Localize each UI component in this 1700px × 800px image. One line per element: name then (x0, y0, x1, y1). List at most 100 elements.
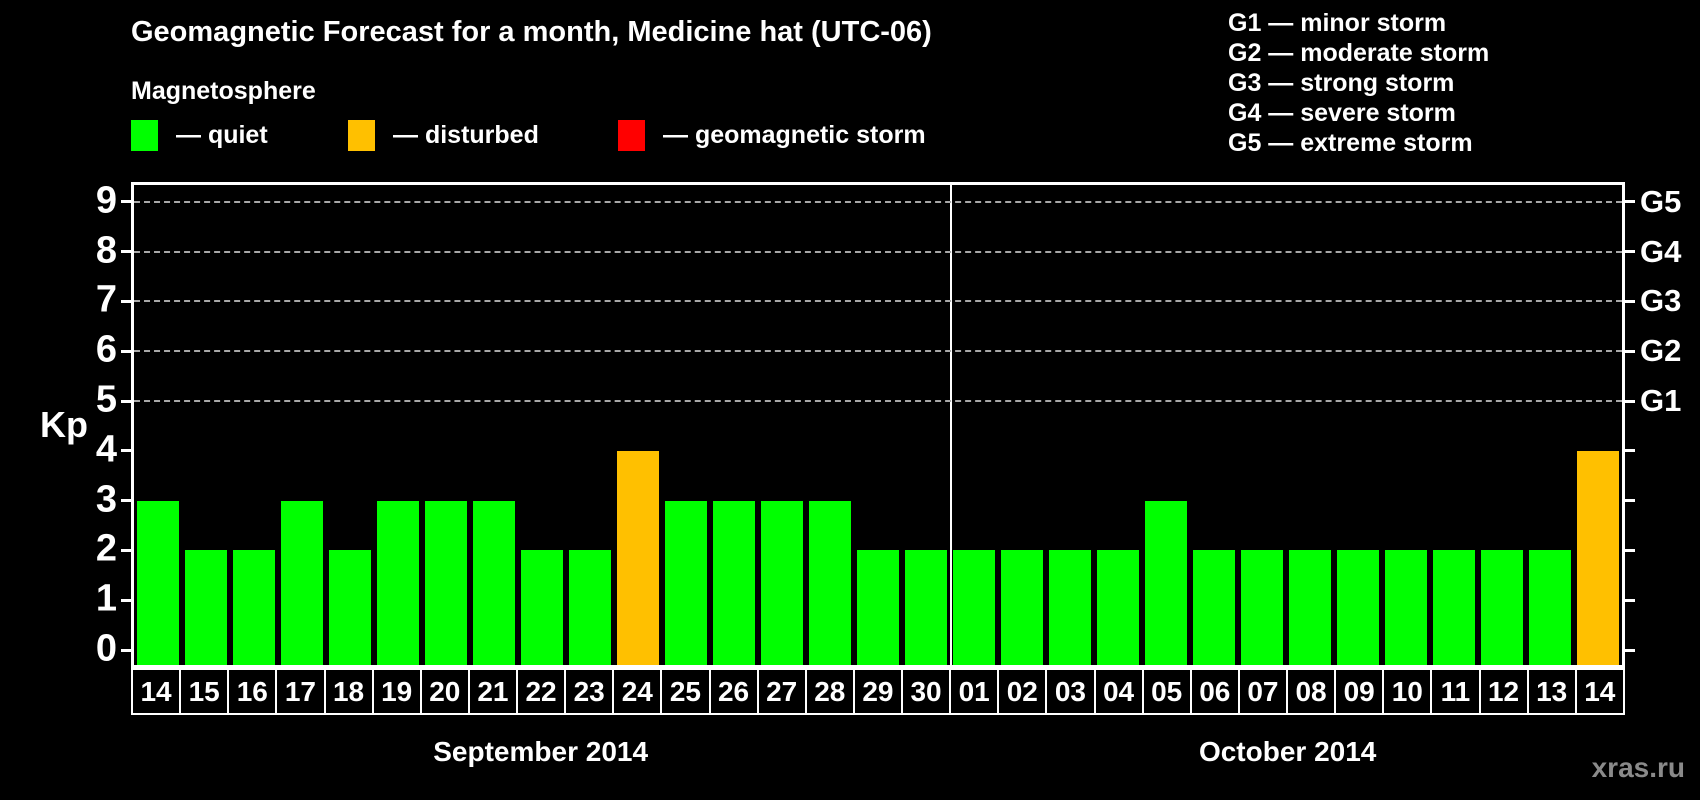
day-label: 15 (179, 668, 230, 715)
kp-bar-quiet (953, 550, 995, 665)
y-axis-tick (121, 449, 131, 453)
y-tick-label: 0 (95, 627, 117, 670)
y-axis-tick (121, 548, 131, 552)
g-scale-legend: G1 — minor storm G2 — moderate storm G3 … (1228, 8, 1489, 158)
g-scale-legend-line: G3 — strong storm (1228, 69, 1455, 97)
bar-slot (326, 185, 374, 665)
day-label: 23 (564, 668, 615, 715)
y-axis-tick (121, 598, 131, 602)
right-axis-tick (1625, 349, 1635, 353)
gridline-g1 (134, 400, 1622, 402)
bar-slot (998, 185, 1046, 665)
bar-slot (710, 185, 758, 665)
g-scale-legend-line: G1 — minor storm (1228, 9, 1447, 37)
y-tick-label: 1 (95, 577, 117, 620)
right-axis-label-g1: G1 (1640, 382, 1682, 418)
chart-title: Geomagnetic Forecast for a month, Medici… (131, 16, 932, 48)
bar-slot (1094, 185, 1142, 665)
right-axis-tick (1625, 200, 1635, 204)
kp-bar-quiet (569, 550, 611, 665)
y-axis-tick (121, 200, 131, 204)
right-axis-tick (1625, 648, 1635, 652)
bar-slot (278, 185, 326, 665)
day-label: 16 (227, 668, 278, 715)
day-label: 12 (1478, 668, 1529, 715)
day-label: 05 (1141, 668, 1192, 715)
y-tick-label: 8 (95, 229, 117, 272)
legend-label-disturbed: — disturbed (393, 121, 539, 149)
kp-bar-quiet (1145, 500, 1187, 665)
right-axis-tick (1625, 299, 1635, 303)
right-axis-tick (1625, 399, 1635, 403)
legend-item-quiet: — quiet (131, 119, 268, 152)
bar-slot (1190, 185, 1238, 665)
day-label: 24 (612, 668, 663, 715)
kp-bar-quiet (1289, 550, 1331, 665)
bar-slot (566, 185, 614, 665)
g-scale-legend-line: G5 — extreme storm (1228, 129, 1473, 157)
gridline-g4 (134, 250, 1622, 253)
kp-bar-quiet (233, 550, 275, 665)
day-label: 28 (804, 668, 855, 715)
disturbed-color-swatch (348, 120, 375, 151)
month-labels-row: September 2014 October 2014 (131, 731, 1625, 773)
bar-slot (1238, 185, 1286, 665)
day-label: 11 (1430, 668, 1481, 715)
bar-slot (374, 185, 422, 665)
kp-bar-quiet (1481, 550, 1523, 665)
right-axis-tick (1625, 598, 1635, 602)
right-axis-tick (1625, 548, 1635, 552)
right-axis-label-g2: G2 (1640, 333, 1682, 369)
storm-color-swatch (618, 120, 645, 151)
legend-label-storm: — geomagnetic storm (663, 121, 926, 149)
legend-label-quiet: — quiet (176, 121, 268, 149)
right-axis-tick (1625, 250, 1635, 254)
legend-item-storm: — geomagnetic storm (618, 119, 926, 152)
bar-slot (806, 185, 854, 665)
bar-slot (902, 185, 950, 665)
kp-bar-quiet (1433, 550, 1475, 665)
magnetosphere-label: Magnetosphere (131, 77, 316, 105)
kp-bar-quiet (809, 500, 851, 665)
bar-slot (758, 185, 806, 665)
kp-bar-quiet (761, 500, 803, 665)
g-scale-legend-line: G2 — moderate storm (1228, 39, 1490, 67)
kp-bar-quiet (1385, 550, 1427, 665)
y-tick-label: 4 (95, 428, 117, 471)
day-label: 20 (419, 668, 470, 715)
day-label: 14 (1574, 668, 1625, 715)
day-label: 18 (323, 668, 374, 715)
bar-slot (470, 185, 518, 665)
kp-bar-quiet (185, 550, 227, 665)
kp-bar-quiet (1097, 550, 1139, 665)
gridline-g5 (134, 200, 1622, 203)
day-label: 09 (1334, 668, 1385, 715)
bar-slot (854, 185, 902, 665)
bar-slot (1286, 185, 1334, 665)
bar-slot (1382, 185, 1430, 665)
watermark: xras.ru (1591, 752, 1685, 783)
bar-slot (950, 185, 998, 665)
day-label: 30 (901, 668, 952, 715)
bar-slot (182, 185, 230, 665)
day-label: 19 (371, 668, 422, 715)
day-label: 17 (275, 668, 326, 715)
right-axis-label-g3: G3 (1640, 283, 1682, 319)
right-axis-tick (1625, 499, 1635, 503)
kp-bar-quiet (1049, 550, 1091, 665)
kp-bar-quiet (713, 500, 755, 665)
y-axis-tick (121, 499, 131, 503)
bar-slot (1142, 185, 1190, 665)
kp-bar-quiet (1193, 550, 1235, 665)
day-label: 14 (131, 668, 182, 715)
bar-slot (230, 185, 278, 665)
plot-area: 0 1 2 3 4 5 6 7 8 9 G1 G2 G3 G4 G5 (96, 181, 1681, 668)
right-axis-label-g4: G4 (1640, 233, 1682, 269)
x-axis-day-labels: 14 15 16 17 18 19 20 21 22 23 24 25 26 27 28 29 30 01 02 03… (131, 668, 1625, 715)
kp-bar-quiet (377, 500, 419, 665)
y-tick-label: 6 (95, 328, 117, 371)
day-label: 03 (1045, 668, 1096, 715)
right-axis-tick (1625, 449, 1635, 453)
gridline-g3 (134, 300, 1622, 303)
